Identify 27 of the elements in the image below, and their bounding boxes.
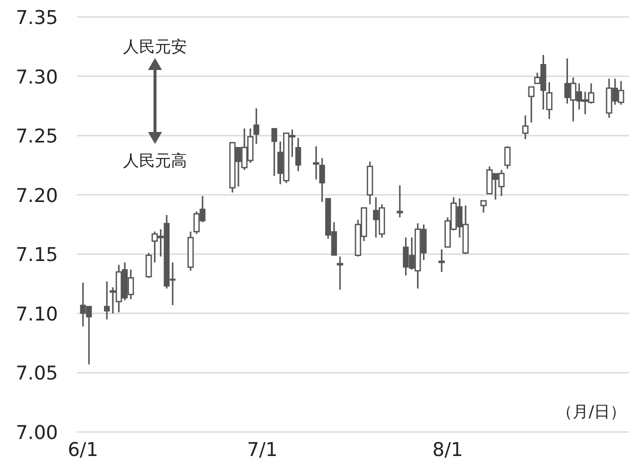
y-tick-label: 7.15 (16, 244, 58, 266)
candlestick (104, 280, 110, 320)
candlestick (396, 184, 403, 218)
y-tick-label: 7.05 (16, 362, 58, 385)
y-tick-label: 7.25 (16, 126, 58, 148)
candlestick (480, 200, 487, 214)
candlestick (271, 128, 278, 177)
candlestick (528, 86, 534, 124)
annotation: 人民元安 (123, 37, 187, 56)
candlestick (438, 248, 445, 273)
y-tick-label: 7.30 (16, 66, 58, 88)
y-tick-label: 7.10 (16, 303, 58, 326)
y-tick-label: 7.00 (16, 422, 58, 444)
candlestick (295, 137, 302, 172)
x-tick-label: 7/1 (247, 439, 278, 460)
y-tick-label: 7.20 (16, 184, 58, 207)
candlestick (504, 145, 511, 170)
y-tick-label: 7.35 (16, 7, 58, 29)
candlestick (336, 256, 344, 290)
candlestick (546, 81, 552, 120)
candlestick (146, 252, 152, 279)
annotation: （月/日） (556, 402, 626, 421)
candlestick (253, 108, 260, 145)
x-tick-label: 8/1 (432, 439, 463, 460)
candlestick (522, 114, 529, 140)
x-tick-label: 6/1 (68, 439, 98, 460)
annotation: 人民元高 (123, 151, 187, 170)
